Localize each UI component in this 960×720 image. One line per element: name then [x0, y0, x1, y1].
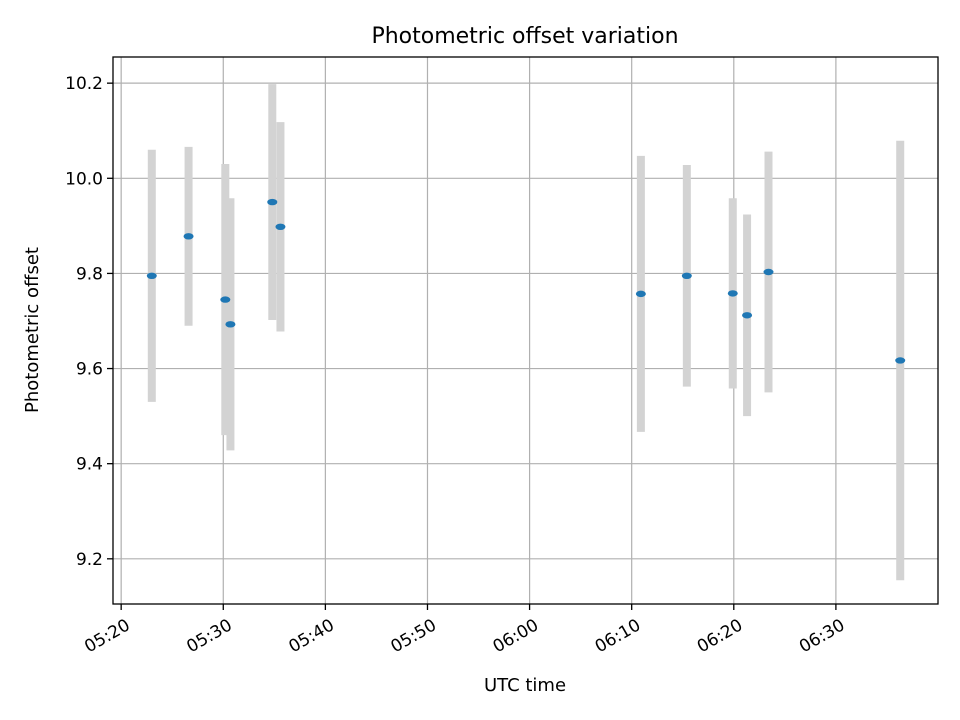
y-axis-ticks: 9.2 9.4 9.6 9.8 10.0 10.2 — [65, 74, 113, 570]
data-point — [635, 290, 646, 298]
data-point — [763, 268, 774, 276]
data-point — [275, 223, 286, 231]
chart-title: Photometric offset variation — [371, 24, 678, 49]
data-point — [742, 312, 753, 319]
data-point — [681, 272, 692, 279]
data-points — [146, 198, 906, 364]
data-point — [146, 272, 157, 279]
data-point — [727, 290, 738, 297]
y-tick-label: 10.2 — [65, 74, 103, 94]
data-point — [183, 233, 194, 240]
y-tick-label: 9.6 — [76, 360, 103, 380]
data-point — [220, 296, 231, 303]
y-tick-label: 9.2 — [76, 550, 103, 570]
y-axis-label: Photometric offset — [22, 247, 43, 413]
y-tick-label: 9.8 — [76, 264, 103, 284]
y-tick-label: 9.4 — [76, 455, 103, 475]
plot-frame — [112, 56, 939, 605]
x-axis-label: UTC time — [484, 675, 566, 696]
y-tick-label: 10.0 — [65, 169, 103, 189]
data-point — [225, 321, 236, 328]
grid-lines — [113, 57, 938, 604]
data-point — [267, 198, 278, 206]
data-point — [895, 357, 906, 364]
